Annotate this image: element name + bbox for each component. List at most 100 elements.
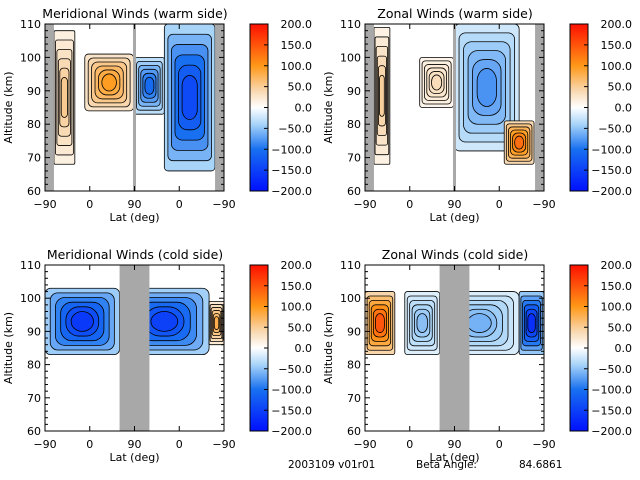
y-tick-label: 80 xyxy=(27,118,41,131)
contour-region xyxy=(213,316,220,330)
x-tick-label: 0 xyxy=(86,438,93,451)
colorbar-tick-label: 100.0 xyxy=(601,60,633,73)
contour-region xyxy=(467,313,492,333)
colorbar-tick-label: 200.0 xyxy=(601,259,633,272)
y-tick-label: 110 xyxy=(340,259,361,272)
y-tick-label: 100 xyxy=(20,51,41,64)
beta-angle-label: Beta Angle: xyxy=(416,459,477,471)
y-tick-label: 70 xyxy=(27,392,41,405)
colorbar-tick-label: −100.0 xyxy=(591,384,632,397)
colorbar-tick-label: 0.0 xyxy=(615,102,633,115)
y-tick-label: 60 xyxy=(27,425,41,438)
y-tick-label: 90 xyxy=(347,325,361,338)
chart-title: Meridional Winds (cold side) xyxy=(47,247,223,262)
masked-region xyxy=(215,24,224,191)
panel-1: 60 70 80 90 100 110 −90 0 90 0 −90 Lat (deg) Altitud… xyxy=(2,6,312,224)
colorbar-tick-label: 50.0 xyxy=(288,81,313,94)
x-tick-label: 90 xyxy=(128,438,142,451)
y-tick-label: 60 xyxy=(347,185,361,198)
colorbar-tick-label: 200.0 xyxy=(601,18,633,31)
x-tick-label: 0 xyxy=(176,438,183,451)
masked-region xyxy=(133,24,136,191)
colorbar-tick-label: 50.0 xyxy=(288,321,313,334)
x-tick-label: 0 xyxy=(496,198,503,211)
x-tick-label: 90 xyxy=(448,438,462,451)
contour-region xyxy=(101,73,117,92)
colorbar-tick-label: 150.0 xyxy=(601,280,633,293)
x-axis-label: Lat (deg) xyxy=(110,211,160,224)
panel-4: 60 70 80 90 100 110 −90 0 90 0 −90 Lat (deg) Altitud… xyxy=(322,247,632,464)
colorbar-tick-label: 50.0 xyxy=(608,321,633,334)
chart-title: Zonal Winds (warm side) xyxy=(377,6,532,21)
contour-region xyxy=(476,68,497,107)
masked-region xyxy=(365,24,374,191)
y-tick-label: 90 xyxy=(347,85,361,98)
contour-region xyxy=(150,311,179,332)
colorbar-tick-label: 200.0 xyxy=(281,18,313,31)
contour-region xyxy=(416,313,428,333)
contour-region xyxy=(181,75,198,120)
y-tick-label: 90 xyxy=(27,85,41,98)
colorbar-tick-label: −100.0 xyxy=(271,143,312,156)
colorbar-tick-label: −50.0 xyxy=(598,363,632,376)
masked-region xyxy=(119,265,150,431)
contour-region xyxy=(527,313,536,333)
colorbar-tick-label: −50.0 xyxy=(278,122,312,135)
masked-region xyxy=(439,265,470,431)
colorbar-tick-label: 150.0 xyxy=(601,39,633,52)
y-axis-label: Altitude (km) xyxy=(2,312,15,384)
y-tick-label: 100 xyxy=(340,292,361,305)
contour-region xyxy=(514,135,525,150)
colorbar-tick-label: 150.0 xyxy=(281,39,313,52)
x-tick-label: −90 xyxy=(212,438,235,451)
x-tick-label: 90 xyxy=(128,198,142,211)
contour-region xyxy=(375,313,385,333)
y-tick-label: 110 xyxy=(20,259,41,272)
y-axis-label: Altitude (km) xyxy=(322,312,335,384)
y-tick-label: 100 xyxy=(340,51,361,64)
x-tick-label: 0 xyxy=(496,438,503,451)
contour-region xyxy=(60,77,68,118)
x-tick-label: −90 xyxy=(353,198,376,211)
colorbar: 200.0 150.0 100.0 50.0 0.0 −50.0 −100.0 −150.0 −… xyxy=(249,259,313,438)
y-tick-label: 110 xyxy=(20,18,41,31)
y-tick-label: 70 xyxy=(347,152,361,165)
y-axis-label: Altitude (km) xyxy=(2,71,15,143)
colorbar: 200.0 150.0 100.0 50.0 0.0 −50.0 −100.0 −150.0 −… xyxy=(249,18,313,198)
x-tick-label: 0 xyxy=(406,198,413,211)
chart-title: Zonal Winds (cold side) xyxy=(382,247,528,262)
colorbar: 200.0 150.0 100.0 50.0 0.0 −50.0 −100.0 −150.0 −… xyxy=(569,18,633,198)
x-tick-label: 0 xyxy=(86,198,93,211)
chart-title: Meridional Winds (warm side) xyxy=(42,6,227,21)
colorbar-tick-label: 0.0 xyxy=(295,342,313,355)
x-tick-label: −90 xyxy=(212,198,235,211)
x-tick-label: 0 xyxy=(406,438,413,451)
contour-region xyxy=(144,76,155,95)
colorbar-tick-label: −150.0 xyxy=(591,404,632,417)
y-tick-label: 80 xyxy=(347,359,361,372)
colorbar-tick-label: −150.0 xyxy=(271,164,312,177)
x-axis-label: Lat (deg) xyxy=(430,211,480,224)
colorbar-tick-label: −100.0 xyxy=(271,384,312,397)
y-tick-label: 110 xyxy=(340,18,361,31)
colorbar-tick-label: −200.0 xyxy=(271,425,312,438)
colorbar-tick-label: 0.0 xyxy=(295,102,313,115)
panel-3: 60 70 80 90 100 110 −90 0 90 0 −90 Lat (deg) Altitud… xyxy=(2,247,312,464)
colorbar-tick-label: −50.0 xyxy=(598,122,632,135)
y-tick-label: 80 xyxy=(27,359,41,372)
colorbar-tick-label: −200.0 xyxy=(591,425,632,438)
colorbar-tick-label: −50.0 xyxy=(278,363,312,376)
colorbar-tick-label: −200.0 xyxy=(591,185,632,198)
y-tick-label: 60 xyxy=(347,425,361,438)
x-axis-label: Lat (deg) xyxy=(110,451,160,464)
colorbar: 200.0 150.0 100.0 50.0 0.0 −50.0 −100.0 −150.0 −… xyxy=(569,259,633,438)
colorbar-tick-label: 100.0 xyxy=(281,60,313,73)
x-tick-label: −90 xyxy=(353,438,376,451)
contour-region xyxy=(70,311,94,332)
masked-region xyxy=(535,24,544,191)
y-tick-label: 90 xyxy=(27,325,41,338)
colorbar-tick-label: 100.0 xyxy=(601,301,633,314)
masked-region xyxy=(453,24,456,191)
y-tick-label: 70 xyxy=(347,392,361,405)
